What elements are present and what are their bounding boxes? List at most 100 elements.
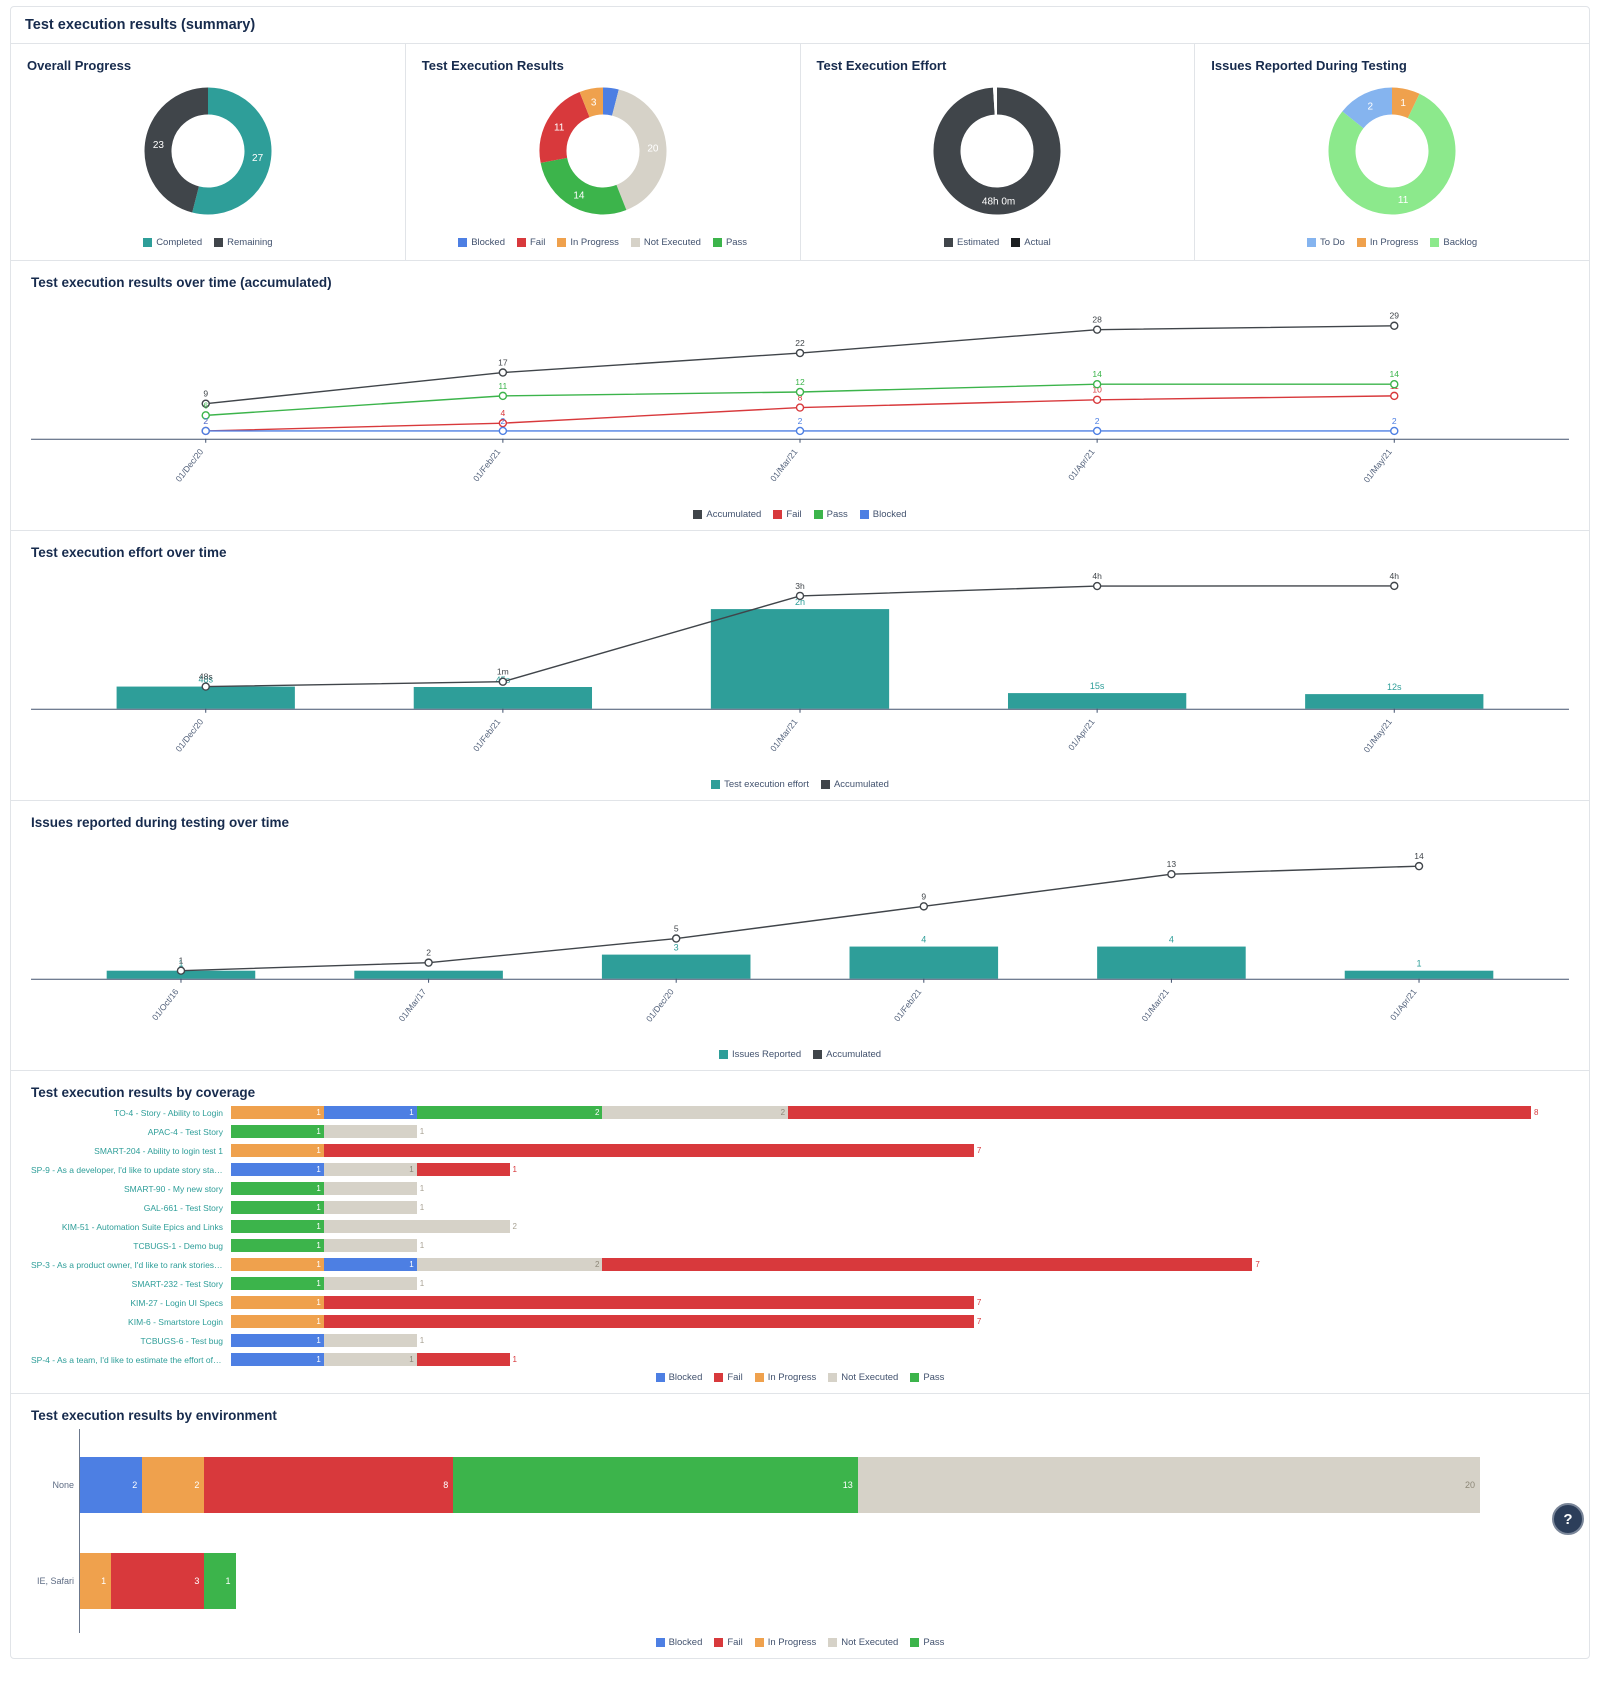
legend-label: Blocked (669, 1637, 703, 1648)
legend-item-completed: Completed (143, 237, 202, 248)
segment-blocked: 1 (231, 1334, 324, 1347)
point-value-label: 3h (795, 581, 805, 591)
legend-label: Not Executed (841, 1637, 898, 1648)
legend-label: Fail (530, 237, 545, 248)
panel-title-execution-effort: Test Execution Effort (817, 58, 1179, 73)
coverage-issue-link[interactable]: SMART-204 - Ability to login test 1 (31, 1146, 231, 1156)
bar-value-label: 1 (1417, 959, 1422, 969)
x-axis-label: 01/Oct/16 (150, 987, 181, 1023)
coverage-issue-link[interactable]: TCBUGS-6 - Test bug (31, 1336, 231, 1346)
legend-item-pass: Pass (713, 237, 747, 248)
point-value-label: 17 (498, 357, 508, 367)
segment-value: 1 (101, 1576, 106, 1586)
help-button[interactable]: ? (1552, 1503, 1584, 1535)
segment-not-executed: 20 (858, 1457, 1480, 1513)
legend-item-accumulated: Accumulated (821, 779, 889, 790)
bar (1305, 694, 1483, 709)
point-value-label: 29 (1390, 311, 1400, 321)
segment-value: 8 (1534, 1108, 1538, 1117)
coverage-issue-link[interactable]: KIM-27 - Login UI Specs (31, 1298, 231, 1308)
donut-segment-value: 27 (252, 153, 264, 164)
report-card: Test execution results (summary) Overall… (10, 6, 1590, 1659)
coverage-stacked-bar: 1 (231, 1220, 510, 1233)
segment-value: 1 (420, 1279, 424, 1288)
segment-not-executed: 1 (324, 1353, 417, 1366)
coverage-issue-link[interactable]: SMART-232 - Test Story (31, 1279, 231, 1289)
coverage-issue-link[interactable]: SP-4 - As a team, I'd like to estimate t… (31, 1355, 231, 1365)
x-axis-label: 01/Apr/21 (1066, 717, 1097, 753)
segment-value: 1 (316, 1127, 320, 1136)
donut-segment-value: 14 (573, 190, 585, 201)
point-value-label: 14 (1092, 369, 1102, 379)
segment-blocked: 2 (80, 1457, 142, 1513)
segment-pass: 1 (204, 1553, 235, 1609)
segment-value: 2 (132, 1480, 137, 1490)
segment-value: 1 (420, 1336, 424, 1345)
effort-over-time-legend: Test execution effort Accumulated (31, 779, 1569, 790)
point-value-label: 13 (1167, 859, 1177, 869)
coverage-issue-link[interactable]: SP-3 - As a product owner, I'd like to r… (31, 1260, 231, 1270)
legend-swatch (517, 238, 526, 247)
data-point (1168, 871, 1175, 878)
point-value-label: 4h (1092, 571, 1102, 581)
data-point (796, 388, 803, 395)
legend-swatch (755, 1638, 764, 1647)
x-axis-label: 01/Mar/21 (768, 447, 800, 484)
segment-value: 1 (316, 1108, 320, 1117)
donut-segment-value: 3 (590, 97, 596, 108)
point-value-label: 14 (1414, 851, 1424, 861)
segment-not-executed: 2 (417, 1258, 603, 1271)
donut-segment-completed (195, 101, 257, 201)
legend-label: Fail (727, 1637, 742, 1648)
segment-value: 7 (1255, 1260, 1259, 1269)
coverage-issue-link[interactable]: SMART-90 - My new story (31, 1184, 231, 1194)
coverage-stacked-bar: 1 (231, 1239, 417, 1252)
legend-swatch (773, 510, 782, 519)
x-axis-label: 01/Mar/21 (768, 717, 800, 754)
coverage-issue-link[interactable]: APAC-4 - Test Story (31, 1127, 231, 1137)
segment-fail (602, 1258, 1252, 1271)
point-value-label: 9 (921, 891, 926, 901)
point-value-label: 2 (500, 416, 505, 426)
segment-value: 1 (420, 1127, 424, 1136)
coverage-issue-link[interactable]: TCBUGS-1 - Demo bug (31, 1241, 231, 1251)
legend-swatch (713, 238, 722, 247)
donut-segment-value: 2 (1368, 101, 1374, 112)
coverage-stacked-bar: 1 (231, 1144, 974, 1157)
data-point (202, 427, 209, 434)
legend-label: Actual (1024, 237, 1050, 248)
coverage-issue-link[interactable]: KIM-51 - Automation Suite Epics and Link… (31, 1222, 231, 1232)
segment-value: 1 (420, 1203, 424, 1212)
data-point (499, 678, 506, 685)
legend-label: Pass (923, 1372, 944, 1383)
legend-item-backlog: Backlog (1430, 237, 1477, 248)
x-axis-label: 01/Apr/21 (1388, 987, 1419, 1023)
coverage-stacked-bar: 1 (231, 1277, 417, 1290)
legend-item-pass: Pass (910, 1372, 944, 1383)
donut-segment-value: 11 (1398, 195, 1409, 206)
legend-label: Accumulated (706, 509, 761, 520)
bar-value-label: 12s (1387, 682, 1402, 692)
coverage-issue-link[interactable]: TO-4 - Story - Ability to Login (31, 1108, 231, 1118)
coverage-issue-link[interactable]: SP-9 - As a developer, I'd like to updat… (31, 1165, 231, 1175)
coverage-issue-link[interactable]: KIM-6 - Smartstore Login (31, 1317, 231, 1327)
legend-label: Estimated (957, 237, 999, 248)
segment-fail (324, 1296, 974, 1309)
bar (850, 947, 999, 979)
segment-value: 7 (977, 1298, 981, 1307)
coverage-stacked-bar: 1 (231, 1296, 974, 1309)
legend-label: Issues Reported (732, 1049, 801, 1060)
legend-label: Test execution effort (724, 779, 809, 790)
data-point (499, 392, 506, 399)
segment-not-executed (324, 1239, 417, 1252)
coverage-issue-link[interactable]: GAL-661 - Test Story (31, 1203, 231, 1213)
segment-value: 2 (513, 1222, 517, 1231)
